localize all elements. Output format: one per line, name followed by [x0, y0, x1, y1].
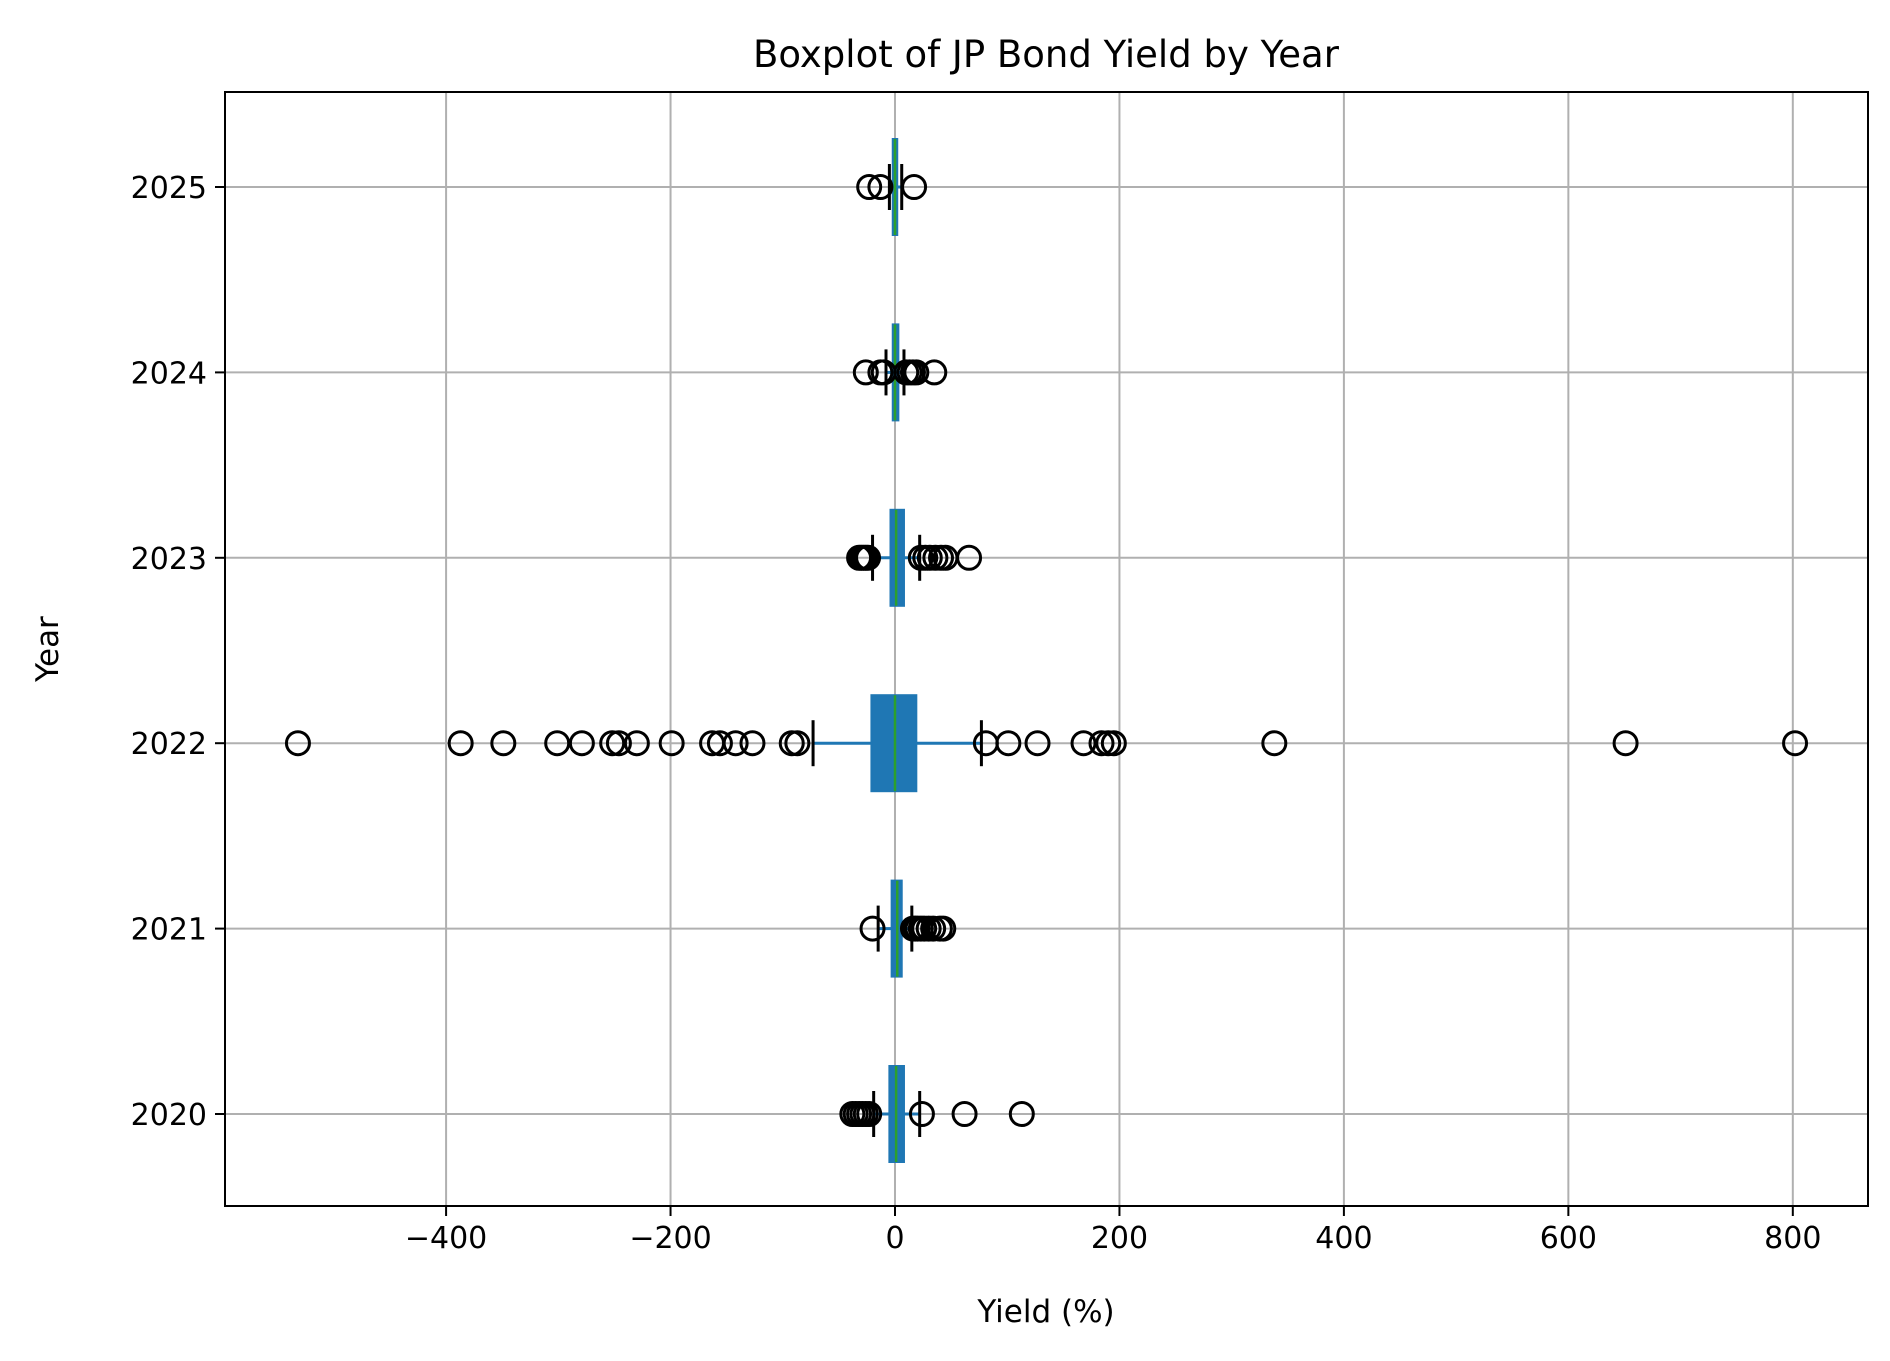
plot-area-frame	[224, 91, 1869, 1207]
axis-ticks: −400 −200 0 200 400 600 800 2020 2021 2022 2023 202…	[131, 171, 1822, 1256]
outlier-point	[867, 174, 894, 200]
outlier-point	[1612, 730, 1639, 757]
outlier-point	[1070, 730, 1097, 757]
y-tick-label: 2023	[131, 542, 207, 577]
outlier-point	[956, 544, 983, 571]
outlier-point	[544, 730, 571, 757]
outlier-point	[901, 174, 928, 200]
outlier-point	[1024, 730, 1051, 757]
outlier-point	[1088, 730, 1115, 757]
y-tick-label: 2025	[131, 171, 207, 206]
box-2023	[846, 508, 983, 607]
outlier-point	[658, 730, 685, 757]
box-series	[284, 138, 1809, 1163]
outlier-point	[623, 730, 650, 757]
outlier-point	[855, 544, 882, 571]
y-tick-label: 2021	[131, 913, 207, 948]
x-tick-label: 400	[1315, 1221, 1372, 1256]
outlier-point	[447, 730, 474, 757]
outlier-point	[951, 1101, 978, 1127]
outlier-point	[1008, 1101, 1035, 1127]
x-tick-label: 600	[1540, 1221, 1597, 1256]
outlier-point	[599, 730, 626, 757]
x-tick-label: −400	[405, 1221, 487, 1256]
outlier-point	[920, 915, 947, 942]
outlier-point	[1782, 730, 1809, 757]
outlier-point	[859, 915, 886, 942]
outlier-point	[490, 730, 517, 757]
outlier-point	[930, 915, 957, 942]
x-tick-label: 200	[1091, 1221, 1148, 1256]
outlier-point	[739, 730, 766, 757]
box-2021	[859, 879, 957, 978]
x-tick-label: 800	[1764, 1221, 1821, 1256]
outlier-point	[856, 174, 883, 200]
outlier-point	[605, 730, 632, 757]
outlier-point	[1261, 730, 1288, 757]
y-axis-title: Year	[30, 616, 66, 683]
chart-title: Boxplot of JP Bond Yield by Year	[753, 33, 1340, 76]
outlier-point	[784, 730, 811, 757]
outlier-point	[903, 359, 930, 386]
y-tick-label: 2022	[131, 727, 207, 762]
outlier-point	[706, 730, 733, 757]
box-2024	[852, 323, 948, 422]
x-tick-label: 0	[885, 1221, 904, 1256]
outlier-point	[568, 730, 595, 757]
outlier-point	[284, 730, 311, 757]
outlier-point	[1100, 730, 1127, 757]
x-axis-title: Yield (%)	[976, 1294, 1114, 1330]
outlier-point	[852, 359, 879, 386]
outlier-point	[921, 359, 948, 386]
outlier-point	[995, 730, 1022, 757]
box-2020	[839, 1065, 1035, 1163]
outlier-point	[856, 1101, 883, 1127]
grid-lines	[225, 92, 1868, 1206]
x-tick-label: −200	[629, 1221, 711, 1256]
box-2025	[856, 138, 928, 236]
y-tick-label: 2024	[131, 356, 207, 391]
outlier-point	[722, 730, 749, 757]
outlier-point	[908, 1101, 935, 1127]
box-2022	[284, 694, 1809, 793]
y-tick-label: 2020	[131, 1098, 207, 1133]
